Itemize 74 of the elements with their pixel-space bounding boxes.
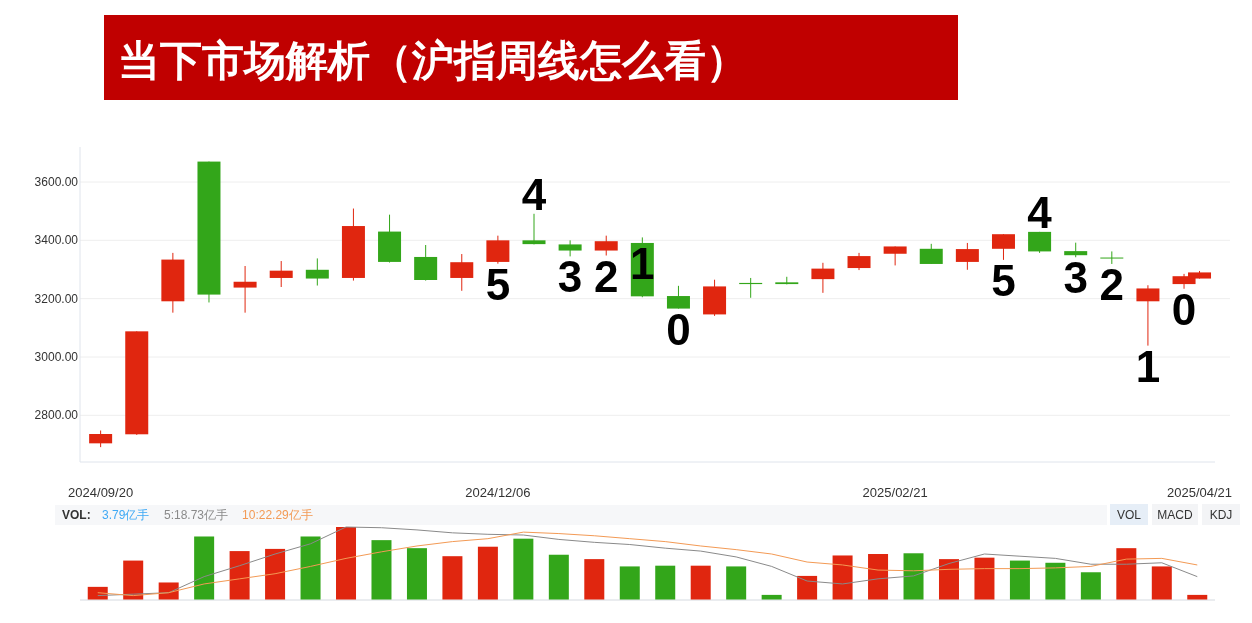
text: 5:18.73亿手 bbox=[164, 508, 229, 522]
annotation: 0 bbox=[1171, 284, 1197, 334]
bar bbox=[619, 566, 640, 600]
candlestick bbox=[450, 253, 474, 292]
candlestick bbox=[522, 213, 546, 245]
annotation: 1 bbox=[1135, 341, 1161, 391]
bar bbox=[1116, 548, 1137, 600]
y-tick-label: 3400.00 bbox=[34, 233, 79, 248]
annotation: 2 bbox=[593, 251, 619, 301]
candlestick bbox=[594, 235, 618, 256]
y-tick-label: 2800.00 bbox=[34, 408, 79, 423]
bar bbox=[938, 559, 959, 600]
candlestick bbox=[269, 260, 293, 288]
annotation: 1 bbox=[630, 238, 655, 288]
annotation: 5 bbox=[485, 259, 511, 309]
annotation: 4 bbox=[521, 169, 547, 219]
bar bbox=[655, 565, 676, 600]
bar bbox=[336, 527, 357, 600]
bar bbox=[300, 536, 321, 600]
bar bbox=[194, 536, 215, 600]
annotation: 4 bbox=[1027, 187, 1053, 237]
bar bbox=[832, 555, 853, 600]
annotation: 3 bbox=[557, 252, 583, 302]
annotation: 3 bbox=[1063, 253, 1088, 303]
candlestick bbox=[1100, 250, 1124, 265]
bar bbox=[477, 546, 498, 600]
candlestick bbox=[305, 257, 329, 287]
text: 3.79亿手 bbox=[102, 508, 150, 522]
text: MACD bbox=[1157, 508, 1193, 522]
candlestick bbox=[558, 239, 582, 257]
bar bbox=[1009, 560, 1030, 600]
bar bbox=[690, 565, 711, 600]
bar bbox=[406, 548, 427, 600]
candlestick bbox=[486, 235, 510, 265]
bar bbox=[548, 554, 569, 600]
y-tick-label: 3600.00 bbox=[34, 175, 79, 189]
bar bbox=[1045, 562, 1066, 600]
annotation: 0 bbox=[666, 304, 691, 354]
candlestick bbox=[919, 243, 943, 265]
candlestick bbox=[666, 285, 690, 310]
bar bbox=[371, 540, 392, 600]
bar bbox=[513, 538, 534, 600]
bar bbox=[265, 548, 286, 600]
y-tick-label: 3200.00 bbox=[34, 291, 79, 306]
candlestick bbox=[991, 233, 1015, 261]
text: VOL bbox=[1116, 508, 1142, 522]
bar bbox=[797, 575, 818, 600]
annotation: 5 bbox=[991, 255, 1016, 305]
bar bbox=[1080, 572, 1101, 600]
bar bbox=[726, 566, 747, 600]
candlestick bbox=[883, 245, 907, 266]
candlestick bbox=[811, 262, 835, 294]
y-tick-label: 3000.00 bbox=[34, 350, 79, 364]
bar bbox=[584, 559, 605, 600]
annotation: 2 bbox=[1099, 259, 1125, 309]
bar bbox=[442, 556, 463, 600]
chart-title: VOL: bbox=[62, 508, 91, 522]
bar bbox=[1151, 566, 1172, 600]
x-tick-label: 2025/04/21 bbox=[1166, 485, 1233, 500]
candlestick bbox=[1136, 284, 1160, 347]
bar bbox=[903, 553, 924, 600]
x-tick-label: 2024/09/20 bbox=[68, 485, 134, 500]
bar bbox=[123, 560, 144, 600]
bar bbox=[229, 551, 250, 600]
bar bbox=[868, 554, 889, 600]
candlestick bbox=[414, 244, 438, 282]
x-tick-label: 2025/02/21 bbox=[862, 485, 928, 500]
text: KDJ bbox=[1209, 508, 1233, 522]
x-tick-label: 2024/12/06 bbox=[465, 485, 531, 500]
chart-title: 当下市场解析（沪指周线怎么看） bbox=[118, 37, 748, 84]
candlestick bbox=[955, 242, 979, 271]
text: 10:22.29亿手 bbox=[242, 508, 313, 522]
bar bbox=[974, 557, 995, 600]
candlestick bbox=[233, 265, 257, 314]
